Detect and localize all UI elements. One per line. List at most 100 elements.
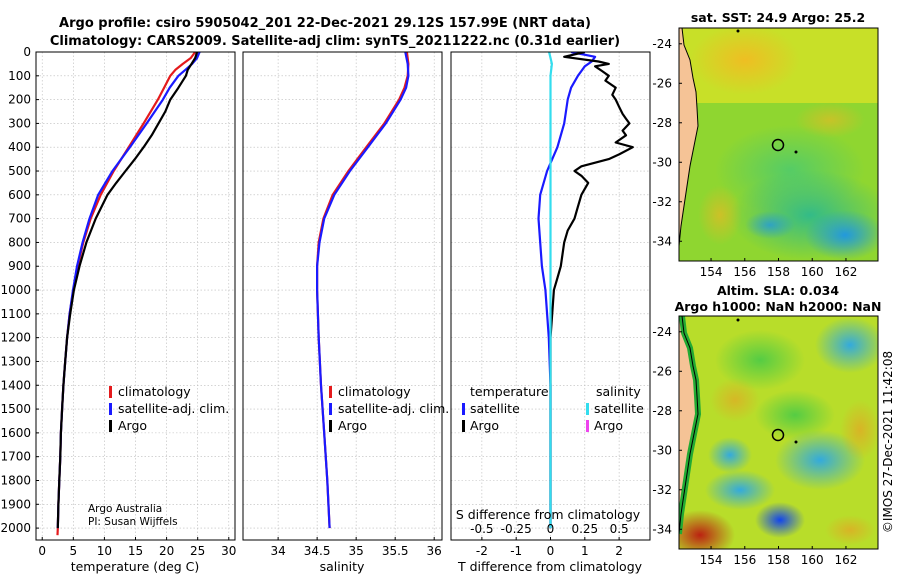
sst-field: [679, 28, 878, 261]
temperature-lines: [56, 52, 201, 536]
difference-legend: temperature salinity satellite Argo sate…: [462, 384, 644, 433]
lon-tick-label: 162: [835, 265, 858, 279]
sla-float-dot: [736, 318, 740, 322]
y-tick-label: 1500: [0, 402, 31, 416]
sla-low-patch: [705, 470, 775, 510]
y-tick-label: 1300: [0, 354, 31, 368]
sst-lon-ticks: 154 156 158 160 162: [700, 258, 858, 279]
legend-swatch-t-satellite: [462, 403, 465, 415]
legend-swatch-argo: [109, 420, 112, 432]
legend-label-satellite: satellite-adj. clim.: [118, 401, 229, 416]
legend-label-t-satellite: satellite: [470, 401, 520, 416]
x-tick-label: 30: [221, 544, 236, 558]
sst-cool-patch: [745, 211, 795, 239]
y-tick-label: 1400: [0, 378, 31, 392]
salinity-xlabel: salinity: [320, 559, 365, 574]
legend-label-argo: Argo: [338, 418, 367, 433]
x-tick-label: 35.5: [382, 544, 409, 558]
sst-float-dot: [794, 150, 798, 154]
sla-low-patch: [708, 437, 752, 473]
x-tick-label: 0: [38, 544, 46, 558]
legend-title-temperature: temperature: [470, 384, 549, 399]
y-tick-label: 300: [8, 116, 31, 130]
y-tick-label: 1800: [0, 473, 31, 487]
legend-label-climatology: climatology: [338, 384, 411, 399]
sla-map-title-1: Altim. SLA: 0.034: [717, 283, 839, 298]
temperature-xlabel: temperature (deg C): [71, 559, 200, 574]
x-tick-label: 36: [427, 544, 442, 558]
legend-swatch-s-argo: [586, 420, 589, 432]
temperature-legend: climatology satellite-adj. clim. Argo: [109, 384, 229, 433]
lon-tick-label: 160: [801, 553, 824, 567]
y-tick-label: 2000: [0, 521, 31, 535]
sst-lat-ticks: -24 -26 -28 -30 -32 -34: [652, 37, 682, 248]
x-tick-label: 2: [615, 544, 623, 558]
x-tick-label: 34.5: [304, 544, 331, 558]
x-tick-label: 15: [128, 544, 143, 558]
lat-tick-label: -24: [652, 37, 672, 51]
sst-cool-patch: [805, 210, 878, 260]
s-tick-label: -0.25: [501, 522, 532, 536]
series-line-satellite-adj-clim-: [316, 52, 410, 529]
sla-high-patch: [825, 515, 875, 545]
s-difference-ticks: -0.5 -0.25 0 0.25 0.5: [470, 522, 628, 536]
y-tick-label: 200: [8, 93, 31, 107]
x-tick-label: 35: [349, 544, 364, 558]
y-tick-label: 900: [8, 259, 31, 273]
sla-green-patch: [755, 390, 835, 440]
salinity-legend: climatology satellite-adj. clim. Argo: [329, 384, 449, 433]
sla-profile-marker: [771, 428, 785, 442]
sla-map-title-2: Argo h1000: NaN h2000: NaN: [675, 299, 882, 314]
sst-map-title: sat. SST: 24.9 Argo: 25.2: [691, 10, 865, 25]
y-tick-label: 1000: [0, 283, 31, 297]
lon-tick-label: 162: [835, 553, 858, 567]
y-tick-label: 0: [23, 45, 31, 59]
salinity-grid: [243, 51, 442, 540]
lat-tick-label: -26: [652, 364, 672, 378]
y-tick-label: 1900: [0, 497, 31, 511]
difference-panel: -2 -1 0 1 2 -0.5 -0.25 0 0.25 0.5 S difference f…: [450, 51, 651, 574]
x-tick-label: 5: [69, 544, 77, 558]
sla-coastline: [679, 316, 699, 535]
y-tick-label: 1100: [0, 307, 31, 321]
sst-land: [679, 28, 698, 261]
salinity-plot-bg: [243, 52, 442, 540]
sla-green-patch: [715, 330, 805, 390]
y-tick-label: 400: [8, 140, 31, 154]
s-tick-label: 0: [547, 522, 555, 536]
x-tick-label: 25: [190, 544, 205, 558]
legend-title-salinity: salinity: [596, 384, 641, 399]
s-tick-label: 0.25: [571, 522, 598, 536]
lat-tick-label: -24: [652, 325, 672, 339]
lat-tick-label: -30: [652, 443, 672, 457]
sla-lat-ticks: -24 -26 -28 -30 -32 -34: [652, 325, 682, 536]
series-line-argo: [56, 52, 199, 529]
lon-tick-label: 156: [733, 553, 756, 567]
legend-swatch-satellite: [109, 403, 112, 415]
x-tick-label: -1: [510, 544, 522, 558]
sst-coastline: [679, 28, 699, 247]
y-tick-label: 700: [8, 212, 31, 226]
x-tick-label: 10: [97, 544, 112, 558]
legend-label-argo: Argo: [118, 418, 147, 433]
x-tick-label: 0: [547, 544, 555, 558]
lon-tick-label: 156: [733, 265, 756, 279]
lon-tick-label: 154: [700, 553, 723, 567]
sla-float-dot: [794, 440, 798, 444]
y-tick-label: 600: [8, 188, 31, 202]
lat-tick-label: -30: [652, 155, 672, 169]
legend-label-t-argo: Argo: [470, 418, 499, 433]
x-tick-label: 34: [270, 544, 285, 558]
sla-green-patch: [815, 317, 878, 373]
y-tick-label: 1600: [0, 426, 31, 440]
sla-low-patch: [775, 430, 865, 490]
difference-lines: [537, 52, 634, 529]
y-tick-label: 800: [8, 235, 31, 249]
lat-tick-label: -28: [652, 116, 672, 130]
s-tick-label: -0.5: [470, 522, 493, 536]
legend-swatch-climatology: [329, 386, 332, 398]
s-difference-xlabel: S difference from climatology: [456, 507, 641, 522]
legend-label-s-satellite: satellite: [594, 401, 644, 416]
y-tick-label: 1200: [0, 331, 31, 345]
